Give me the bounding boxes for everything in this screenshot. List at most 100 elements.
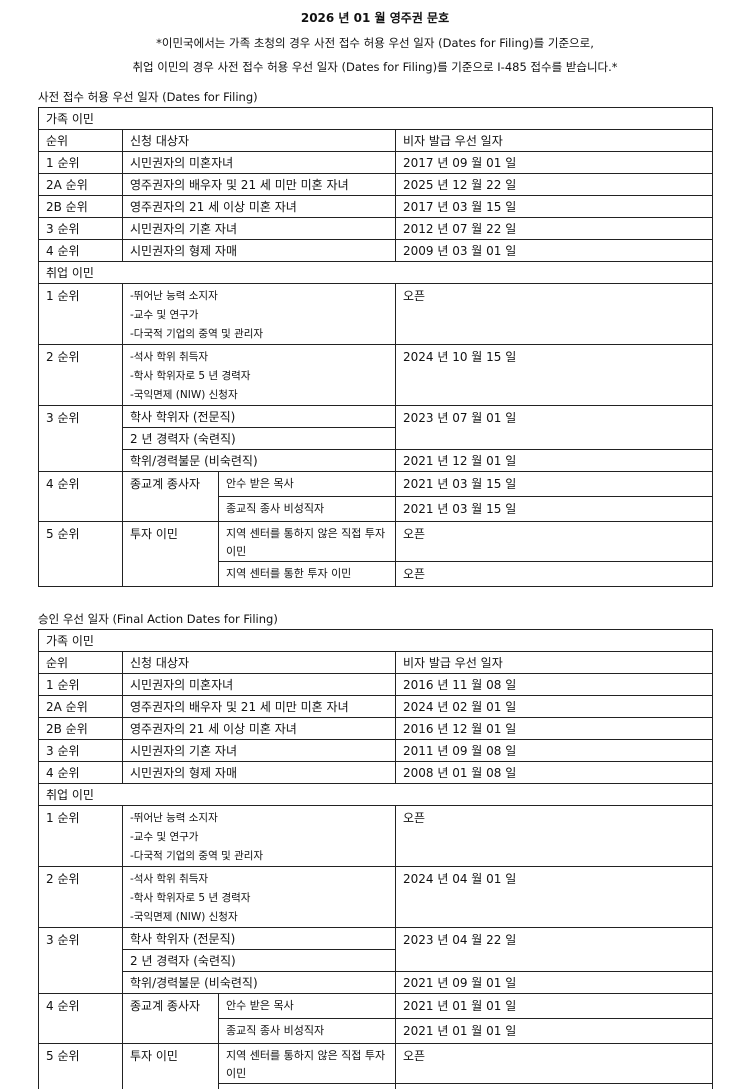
group-label: 취업 이민 — [37, 783, 714, 806]
row: 학위/경력불문 (비숙련직) 2021 년 09 월 01 일 — [39, 971, 714, 994]
rank: 2B 순위 — [38, 717, 123, 740]
date: 2021 년 01 월 01 일 — [394, 1018, 714, 1044]
notice-line: *이민국에서는 가족 초청의 경우 사전 접수 허용 우선 일자 (Dates … — [156, 36, 594, 50]
row: 1 순위 시민권자의 미혼자녀 2016 년 11 월 08 일 — [38, 673, 714, 696]
date: 오픈 — [394, 1083, 714, 1089]
date: 2024 년 10 월 15 일 — [394, 344, 714, 406]
category: 종교계 종사자 — [122, 993, 219, 1044]
group-label: 가족 이민 — [37, 629, 714, 652]
rank: 5 순위 — [38, 1043, 123, 1089]
rank: 5 순위 — [38, 521, 123, 587]
row: 2B 순위 영주권자의 21 세 이상 미혼 자녀 2017 년 03 월 15 일 — [38, 195, 714, 218]
date: 2021 년 03 월 15 일 — [394, 471, 714, 497]
priority-table: 가족 이민 순위 신청 대상자 비자 발급 우선 일자 1 순위 시민권자의 미혼자녀 20… — [37, 629, 714, 1089]
notice-line: 취업 이민의 경우 사전 접수 허용 우선 일자 (Dates for Fili… — [132, 60, 618, 74]
header-cell: 신청 대상자 — [122, 651, 396, 674]
row: 가족 이민 — [37, 629, 714, 652]
rank: 2A 순위 — [38, 695, 123, 718]
sub-category: 지역 센터를 통하지 않은 직접 투자 이민 — [218, 521, 396, 562]
date: 오픈 — [394, 521, 714, 562]
category-item: -학사 학위자로 5 년 경력자 — [130, 370, 251, 382]
row: 4 순위 종교계 종사자 안수 받은 목사 2021 년 03 월 15 일 — [38, 471, 714, 522]
doc-title: 2026 년 01 월 영주권 문호 — [300, 11, 450, 25]
rank: 2 순위 — [38, 344, 123, 406]
date: 2024 년 02 월 01 일 — [394, 695, 714, 718]
date: 2023 년 07 월 01 일 — [394, 405, 714, 450]
row: 취업 이민 — [37, 783, 714, 806]
header-row: 순위 신청 대상자 비자 발급 우선 일자 — [38, 129, 714, 152]
category: -뛰어난 능력 소지자 -교수 및 연구가 -다국적 기업의 중역 및 관리자 — [122, 805, 396, 867]
category: -석사 학위 취득자 -학사 학위자로 5 년 경력자 -국익면제 (NIW) 신청… — [122, 866, 396, 928]
category: 2 년 경력자 (숙련직) — [122, 949, 396, 972]
category: 투자 이민 — [122, 521, 219, 587]
category: 시민권자의 기혼 자녀 — [122, 739, 396, 762]
date: 2009 년 03 월 01 일 — [394, 239, 714, 262]
date: 2023 년 04 월 22 일 — [394, 927, 714, 972]
sub-category: 종교직 종사 비성직자 — [218, 1018, 396, 1044]
content: 사전 접수 허용 우선 일자 (Dates for Filing) 가족 이민 순위… — [0, 89, 750, 1089]
rank: 4 순위 — [38, 993, 123, 1044]
category-item: -학사 학위자로 5 년 경력자 — [130, 892, 251, 904]
rank: 4 순위 — [38, 471, 123, 522]
category: 투자 이민 — [122, 1043, 219, 1089]
header-cell: 비자 발급 우선 일자 — [394, 651, 714, 674]
category-item: -다국적 기업의 중역 및 관리자 — [130, 850, 264, 862]
date: 2024 년 04 월 01 일 — [394, 866, 714, 928]
sub-category: 지역 센터를 통한 투자 이민 — [218, 1083, 396, 1089]
spacer — [0, 587, 750, 601]
date: 2012 년 07 월 22 일 — [394, 217, 714, 240]
rank: 1 순위 — [38, 673, 123, 696]
row: 1 순위 시민권자의 미혼자녀 2017 년 09 월 01 일 — [38, 151, 714, 174]
category-item: -국익면제 (NIW) 신청자 — [130, 389, 238, 401]
row: 종교직 종사 비성직자 2021 년 03 월 15 일 — [39, 496, 714, 522]
rank: 2 순위 — [38, 866, 123, 928]
rank: 1 순위 — [38, 151, 123, 174]
category: -뛰어난 능력 소지자 -교수 및 연구가 -다국적 기업의 중역 및 관리자 — [122, 283, 396, 345]
category-item: -뛰어난 능력 소지자 — [130, 290, 218, 302]
category: 시민권자의 미혼자녀 — [122, 673, 396, 696]
header-cell: 신청 대상자 — [122, 129, 396, 152]
rank: 2B 순위 — [38, 195, 123, 218]
category: 영주권자의 배우자 및 21 세 미만 미혼 자녀 — [122, 173, 396, 196]
sub-category: 안수 받은 목사 — [218, 471, 396, 497]
date: 오픈 — [394, 1043, 714, 1084]
sub-category: 지역 센터를 통한 투자 이민 — [218, 561, 396, 587]
category: 영주권자의 21 세 이상 미혼 자녀 — [122, 195, 396, 218]
row: 3 순위 학사 학위자 (전문직) 2023 년 07 월 01 일 — [38, 405, 714, 472]
date: 2017 년 09 월 01 일 — [394, 151, 714, 174]
category-item: -석사 학위 취득자 — [130, 873, 209, 885]
category: 영주권자의 배우자 및 21 세 미만 미혼 자녀 — [122, 695, 396, 718]
row: 4 순위 시민권자의 형제 자매 2008 년 01 월 08 일 — [38, 761, 714, 784]
rank: 4 순위 — [38, 239, 123, 262]
header-cell: 순위 — [38, 651, 123, 674]
rank: 3 순위 — [38, 217, 123, 240]
category: 학사 학위자 (전문직) — [122, 927, 396, 950]
category-item: -국익면제 (NIW) 신청자 — [130, 911, 238, 923]
row: 2A 순위 영주권자의 배우자 및 21 세 미만 미혼 자녀 2024 년 02 … — [38, 695, 714, 718]
row: 2B 순위 영주권자의 21 세 이상 미혼 자녀 2016 년 12 월 01 일 — [38, 717, 714, 740]
row: 5 순위 투자 이민 지역 센터를 통하지 않은 직접 투자 이민 오픈 — [38, 1043, 714, 1089]
row: 학위/경력불문 (비숙련직) 2021 년 12 월 01 일 — [39, 449, 714, 472]
section-heading: 사전 접수 허용 우선 일자 (Dates for Filing) — [38, 90, 258, 104]
row: 종교직 종사 비성직자 2021 년 01 월 01 일 — [39, 1018, 714, 1044]
sub-category: 지역 센터를 통하지 않은 직접 투자 이민 — [218, 1043, 396, 1084]
category-item: -석사 학위 취득자 — [130, 351, 209, 363]
date: 2017 년 03 월 15 일 — [394, 195, 714, 218]
category: -석사 학위 취득자 -학사 학위자로 5 년 경력자 -국익면제 (NIW) 신청… — [122, 344, 396, 406]
date: 오픈 — [394, 561, 714, 587]
date: 2016 년 12 월 01 일 — [394, 717, 714, 740]
date: 2021 년 01 월 01 일 — [394, 993, 714, 1019]
rank: 3 순위 — [38, 405, 123, 472]
sub-category: 종교직 종사 비성직자 — [218, 496, 396, 522]
category: 학위/경력불문 (비숙련직) — [122, 971, 396, 994]
group-label: 취업 이민 — [37, 261, 714, 284]
date: 2011 년 09 월 08 일 — [394, 739, 714, 762]
row: 3 순위 시민권자의 기혼 자녀 2011 년 09 월 08 일 — [38, 739, 714, 762]
rank: 4 순위 — [38, 761, 123, 784]
priority-table: 가족 이민 순위 신청 대상자 비자 발급 우선 일자 1 순위 시민권자의 미혼자녀 20… — [37, 107, 714, 587]
section-heading: 승인 우선 일자 (Final Action Dates for Filing) — [38, 612, 278, 626]
group-label: 가족 이민 — [37, 107, 714, 130]
category-item: -교수 및 연구가 — [130, 831, 199, 843]
